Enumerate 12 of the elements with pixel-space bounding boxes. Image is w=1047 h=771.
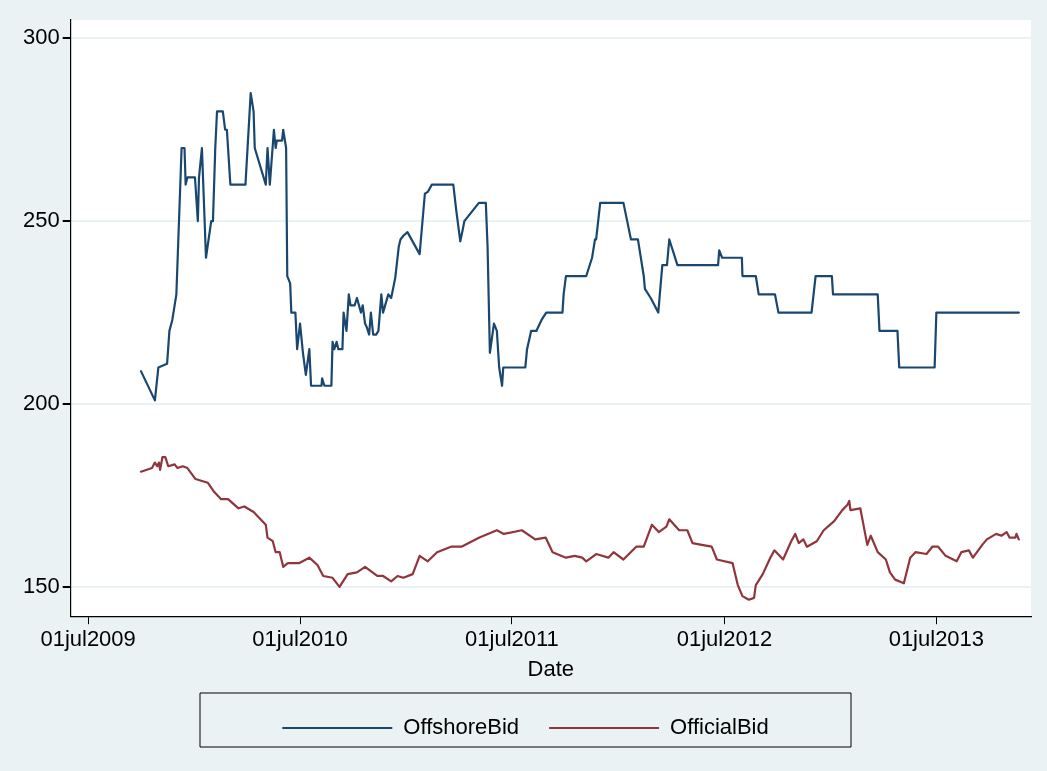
x-tick-label: 01jul2012 [676,626,773,652]
x-tick-label: 01jul2013 [888,626,985,652]
y-tick-label: 150 [22,573,60,598]
y-tick-label: 250 [22,207,60,233]
x-tick-label: 01jul2009 [40,626,136,652]
y-tick-label: 200 [22,390,60,416]
x-tick-label: 01jul2011 [465,626,559,652]
legend-label: OfficialBid [670,714,769,740]
x-tick-label: 01jul2010 [252,626,348,652]
legend-label: OffshoreBid [403,714,520,740]
y-tick-label: 300 [22,24,60,50]
x-axis-title: Date [527,655,575,681]
